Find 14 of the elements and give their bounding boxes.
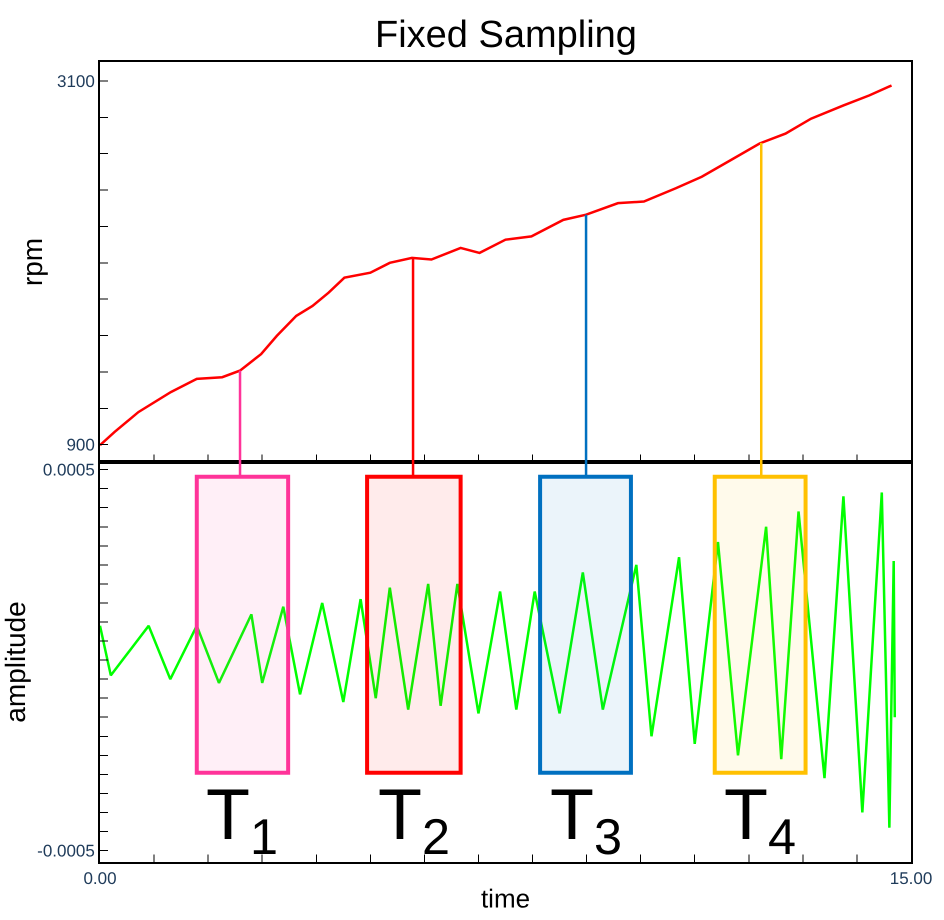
band-label: T$_{4}$ <box>724 775 796 866</box>
band-label: T$_{1}$ <box>206 775 278 866</box>
y-axis-title: amplitude <box>0 601 31 723</box>
x-axis-title: time <box>480 883 530 914</box>
y-tick-label: -0.0005 <box>37 842 95 861</box>
band-label: T$_{2}$ <box>378 775 450 866</box>
y-tick-label: 0.0005 <box>42 460 95 480</box>
y-tick-label: 900 <box>66 436 95 455</box>
band-label: T$_{3}$ <box>550 775 622 866</box>
chart-title: Fixed Sampling <box>375 14 637 56</box>
y-axis-title: rpm <box>17 238 48 286</box>
x-tick-label: 15.00 <box>890 869 932 888</box>
x-tick-label: 0.00 <box>83 869 117 888</box>
y-tick-label: 3100 <box>57 72 95 91</box>
